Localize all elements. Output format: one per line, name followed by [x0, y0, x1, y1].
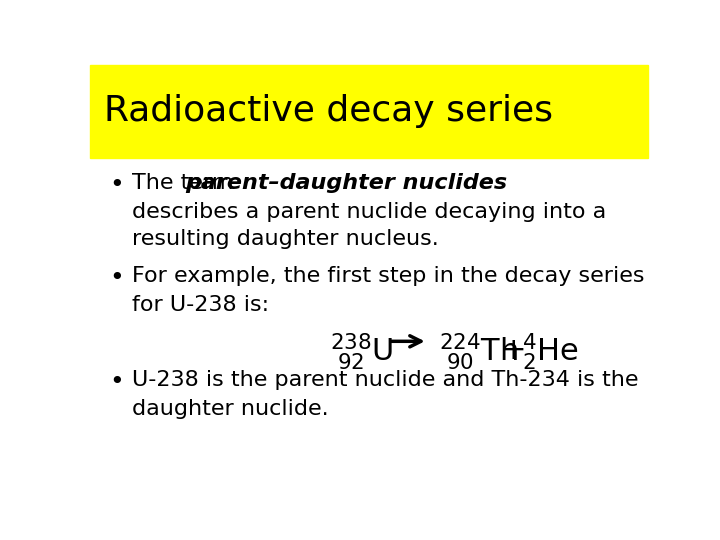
- Text: For example, the first step in the decay series: For example, the first step in the decay…: [132, 266, 644, 286]
- Text: •: •: [109, 370, 125, 394]
- Text: The term: The term: [132, 173, 240, 193]
- Text: $^{224}_{\ 90}$Th: $^{224}_{\ 90}$Th: [438, 331, 518, 372]
- Text: Radioactive decay series: Radioactive decay series: [104, 94, 553, 129]
- FancyBboxPatch shape: [90, 65, 648, 158]
- Text: resulting daughter nucleus.: resulting daughter nucleus.: [132, 229, 438, 249]
- Text: U-238 is the parent nuclide and Th-234 is the: U-238 is the parent nuclide and Th-234 i…: [132, 370, 639, 390]
- Text: parent–daughter nuclides: parent–daughter nuclides: [185, 173, 507, 193]
- Text: $^{238}_{\ 92}$U: $^{238}_{\ 92}$U: [330, 331, 393, 372]
- Text: for U-238 is:: for U-238 is:: [132, 295, 269, 315]
- Text: $^{4}_{2}$He: $^{4}_{2}$He: [523, 331, 580, 372]
- Text: •: •: [109, 266, 125, 291]
- Text: describes a parent nuclide decaying into a: describes a parent nuclide decaying into…: [132, 202, 606, 222]
- Text: $+$: $+$: [500, 336, 524, 365]
- Text: •: •: [109, 173, 125, 197]
- Text: daughter nuclide.: daughter nuclide.: [132, 399, 328, 418]
